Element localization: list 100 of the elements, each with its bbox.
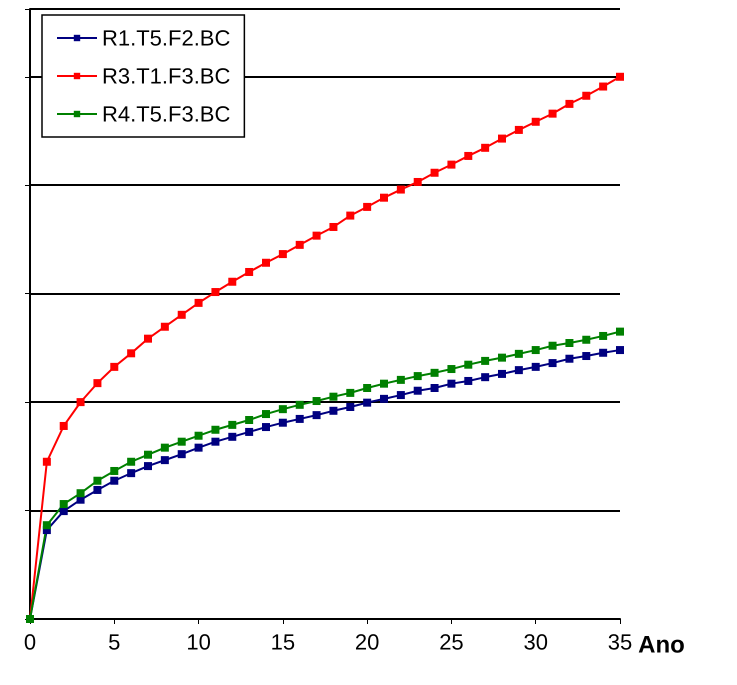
point — [481, 373, 490, 382]
point — [380, 380, 388, 388]
point — [514, 126, 523, 134]
point — [144, 462, 152, 470]
point — [616, 72, 624, 81]
point — [262, 410, 270, 418]
point — [93, 379, 102, 388]
point — [380, 194, 388, 202]
point — [430, 368, 439, 377]
point — [127, 469, 136, 478]
point — [430, 384, 439, 392]
legend-label: R4.T5.F3.BC — [102, 102, 230, 126]
point — [565, 100, 574, 108]
point — [582, 92, 590, 100]
point — [211, 438, 220, 446]
point — [616, 346, 624, 354]
x-tick-label: 10 — [186, 630, 211, 654]
x-tick-label: 30 — [523, 630, 548, 654]
point — [144, 450, 152, 459]
legend-label: R3.T1.F3.BC — [102, 64, 230, 88]
point — [110, 362, 118, 371]
point — [194, 298, 203, 307]
point — [363, 202, 372, 211]
point — [329, 222, 338, 231]
point — [160, 444, 169, 452]
point — [245, 428, 254, 436]
point — [110, 476, 118, 485]
point — [548, 110, 557, 118]
point — [396, 376, 405, 384]
point — [296, 414, 304, 423]
point — [329, 406, 338, 415]
point — [160, 322, 169, 331]
point — [447, 365, 456, 374]
point — [447, 160, 456, 169]
point — [42, 458, 51, 466]
point — [178, 450, 186, 458]
point — [194, 444, 203, 452]
point — [245, 416, 254, 424]
x-tick-label: 0 — [24, 630, 36, 654]
point — [548, 359, 557, 368]
point — [245, 268, 254, 276]
point — [396, 186, 405, 194]
point — [160, 456, 169, 464]
point — [396, 391, 405, 400]
point — [565, 354, 574, 363]
point — [262, 258, 270, 267]
point — [76, 398, 85, 406]
point — [312, 411, 321, 420]
x-tick-label: 25 — [439, 630, 464, 654]
point — [498, 354, 506, 362]
x-tick-label: 5 — [108, 630, 120, 654]
x-tick-label: 20 — [354, 630, 380, 654]
point — [414, 386, 422, 395]
point — [430, 168, 439, 177]
point — [532, 362, 540, 371]
point — [278, 405, 287, 414]
point — [76, 489, 85, 498]
point — [296, 240, 304, 249]
point — [127, 458, 136, 466]
point — [599, 82, 608, 91]
point — [312, 232, 321, 240]
point — [582, 352, 590, 360]
point — [262, 423, 270, 432]
point — [93, 476, 102, 485]
point — [211, 288, 220, 296]
point — [498, 370, 506, 378]
point — [346, 212, 354, 220]
point — [211, 426, 220, 434]
point — [599, 332, 608, 340]
point — [464, 360, 472, 369]
point — [498, 134, 506, 143]
point — [178, 438, 186, 446]
point — [178, 310, 186, 319]
legend-label: R1.T5.F2.BC — [102, 26, 230, 50]
point — [228, 278, 236, 286]
point — [599, 348, 608, 357]
point — [532, 346, 540, 354]
point — [481, 144, 490, 152]
point — [346, 402, 354, 411]
point — [414, 178, 422, 186]
point — [616, 328, 624, 336]
point — [447, 380, 456, 388]
point — [481, 356, 490, 365]
point — [514, 366, 523, 374]
point — [60, 422, 68, 430]
point — [565, 339, 574, 348]
point — [296, 400, 304, 409]
point — [60, 500, 68, 508]
point — [278, 250, 287, 258]
point — [329, 392, 338, 401]
point — [278, 418, 287, 427]
point — [127, 349, 136, 358]
x-tick-label: 15 — [270, 630, 296, 654]
point — [380, 394, 388, 403]
point — [548, 342, 557, 350]
x-axis-title: Ano — [638, 632, 685, 658]
point — [228, 420, 236, 429]
point — [312, 397, 321, 406]
point — [194, 432, 203, 440]
point — [93, 486, 102, 494]
